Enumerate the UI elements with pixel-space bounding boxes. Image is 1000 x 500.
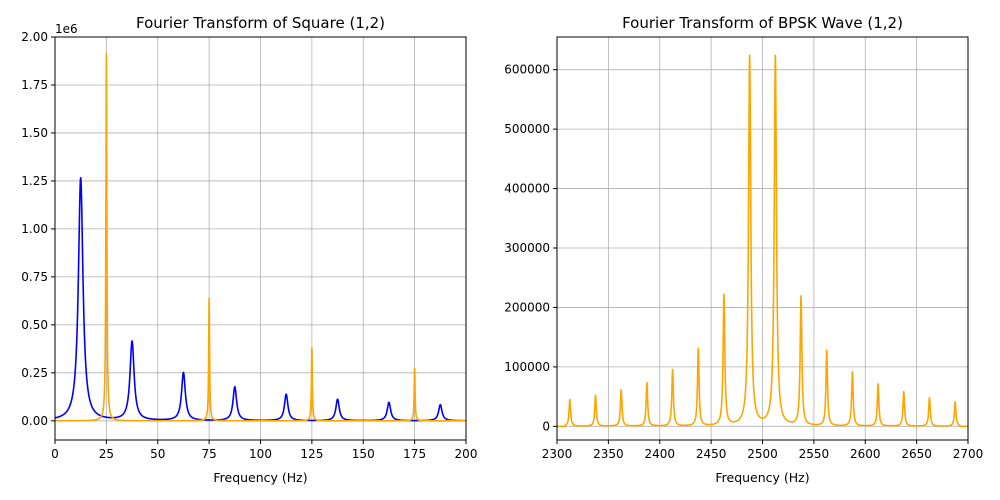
y-offset-text: 1e6 bbox=[55, 22, 78, 36]
y-tick-label: 500000 bbox=[504, 122, 550, 136]
x-tick-label: 150 bbox=[352, 447, 375, 461]
y-tick-label: 1.50 bbox=[21, 126, 48, 140]
x-tick-label: 2700 bbox=[953, 447, 984, 461]
x-tick-label: 100 bbox=[249, 447, 272, 461]
y-tick-label: 300000 bbox=[504, 241, 550, 255]
x-tick-label: 0 bbox=[51, 447, 59, 461]
chart-bpsk: 2300 2350 2400 2450 2500 2550 2600 2650 2700 0 100… bbox=[504, 14, 983, 485]
x-tick-label: 2450 bbox=[696, 447, 727, 461]
y-tick-label: 0.00 bbox=[21, 414, 48, 428]
y-tick-label: 200000 bbox=[504, 300, 550, 314]
y-tick-label: 2.00 bbox=[21, 30, 48, 44]
x-tick-label: 2650 bbox=[901, 447, 932, 461]
y-tick-label: 600000 bbox=[504, 63, 550, 77]
series-line bbox=[557, 54, 968, 428]
x-tick-label: 50 bbox=[150, 447, 165, 461]
y-tick-label: 100000 bbox=[504, 360, 550, 374]
y-tick-label: 1.25 bbox=[21, 174, 48, 188]
chart-square: 0 25 50 75 100 125 150 175 200 0.00 0.25 0.50 0.75 1.… bbox=[21, 14, 477, 485]
chart-title: Fourier Transform of BPSK Wave (1,2) bbox=[622, 14, 903, 32]
x-tick-label: 2300 bbox=[542, 447, 573, 461]
y-tick-label: 0.50 bbox=[21, 318, 48, 332]
y-tick-label: 0.75 bbox=[21, 270, 48, 284]
x-tick-label: 175 bbox=[403, 447, 426, 461]
x-tick-label: 125 bbox=[300, 447, 323, 461]
y-tick-label: 0.25 bbox=[21, 366, 48, 380]
y-tick-label: 400000 bbox=[504, 182, 550, 196]
chart-title: Fourier Transform of Square (1,2) bbox=[136, 14, 385, 32]
x-tick-label: 2600 bbox=[850, 447, 881, 461]
y-tick-label: 0 bbox=[542, 419, 550, 433]
x-tick-label: 2400 bbox=[644, 447, 675, 461]
x-tick-label: 2350 bbox=[593, 447, 624, 461]
x-tick-label: 200 bbox=[455, 447, 478, 461]
x-tick-label: 2550 bbox=[799, 447, 830, 461]
y-tick-label: 1.00 bbox=[21, 222, 48, 236]
x-axis-label: Frequency (Hz) bbox=[715, 470, 809, 485]
series-line bbox=[55, 52, 466, 422]
x-tick-label: 25 bbox=[99, 447, 114, 461]
x-axis-label: Frequency (Hz) bbox=[213, 470, 307, 485]
y-tick-label: 1.75 bbox=[21, 78, 48, 92]
x-tick-label: 2500 bbox=[747, 447, 778, 461]
x-tick-label: 75 bbox=[201, 447, 216, 461]
